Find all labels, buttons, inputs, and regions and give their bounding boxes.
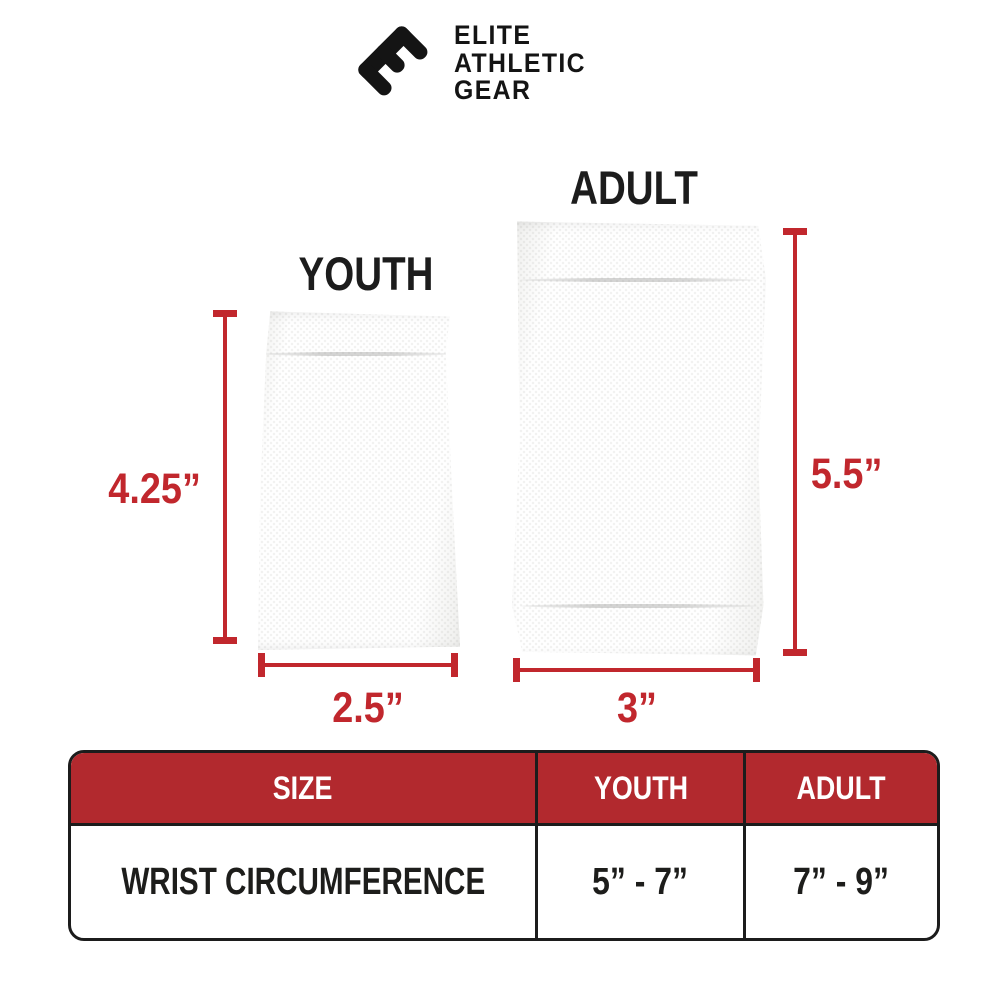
youth-title: YOUTH (298, 247, 434, 300)
youth-height-label: 4.25” (108, 465, 201, 513)
size-table-header-youth: YOUTH (535, 753, 743, 823)
adult-product-image (512, 221, 766, 656)
wrist-circumference-label-cell: WRIST CIRCUMFERENCE (121, 860, 485, 903)
brand-wordmark: ELITE ATHLETIC GEAR (454, 22, 597, 104)
size-table-header-adult: ADULT (743, 753, 937, 823)
brand-word-elite: ELITE (454, 20, 532, 50)
youth-height-measure-line (213, 310, 237, 644)
adult-title: ADULT (570, 161, 698, 214)
adult-width-label: 3” (617, 684, 657, 732)
size-table-header-size: SIZE (273, 769, 333, 806)
brand-word-athletic: ATHLETIC (454, 47, 587, 78)
adult-bottom-seam (519, 604, 759, 608)
youth-width-measure-line (258, 653, 458, 677)
adult-width-measure-line (513, 658, 760, 682)
adult-top-seam (519, 278, 759, 282)
brand-logo: ELITE ATHLETIC GEAR (352, 20, 597, 106)
youth-cuff-seam (262, 352, 454, 356)
size-table: SIZE YOUTH ADULT WRIST CIRCUMFERENCE 5” … (68, 750, 940, 941)
size-table-header-row: SIZE YOUTH ADULT (71, 753, 937, 826)
brand-word-gear: GEAR (454, 75, 532, 105)
size-table-data-row: WRIST CIRCUMFERENCE 5” - 7” 7” - 9” (71, 826, 937, 938)
youth-width-label: 2.5” (332, 684, 404, 732)
adult-height-label: 5.5” (810, 450, 883, 498)
youth-product-image (258, 311, 460, 650)
adult-height-measure-line (783, 228, 807, 656)
youth-circumference-value-cell: 5” - 7” (535, 826, 743, 938)
brand-e-mark-icon (358, 26, 428, 96)
adult-circumference-value-cell: 7” - 9” (743, 826, 937, 938)
